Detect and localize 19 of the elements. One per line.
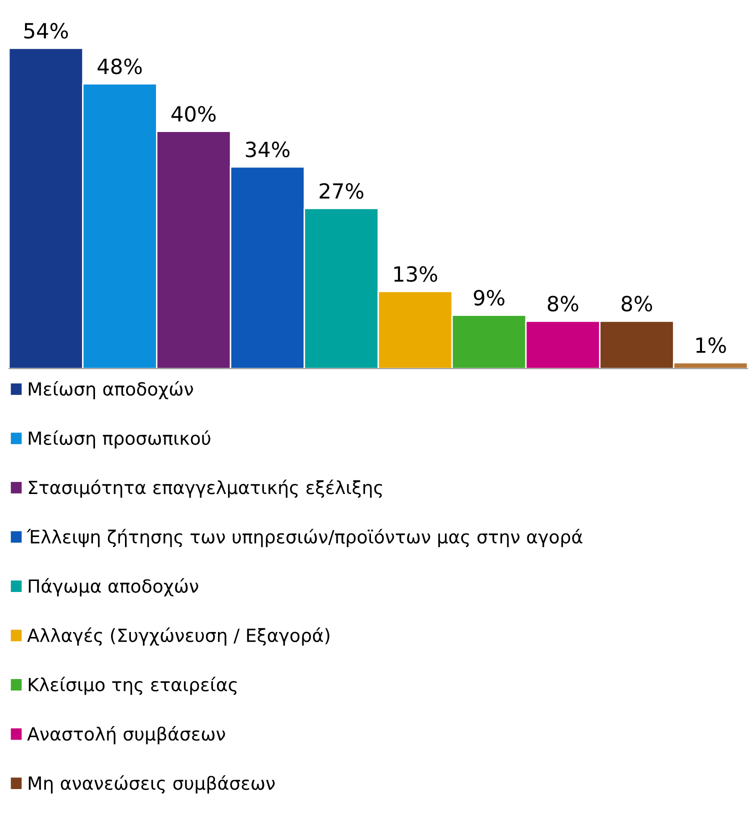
- legend-label: Μη ανανεώσεις συμβάσεων: [28, 775, 275, 794]
- data-label: 27%: [320, 183, 364, 199]
- data-label: 8%: [622, 296, 652, 312]
- legend-label: Έλλειψη ζήτησης των υπηρεσιών/προϊόντων μας στην αγορά: [26, 528, 582, 548]
- legend-label: Κλείσιμο της εταιρείας: [28, 676, 237, 695]
- data-label: 13%: [394, 266, 438, 282]
- data-label: 9%: [474, 290, 504, 306]
- data-label: 8%: [548, 296, 578, 312]
- legend-label: Πάγωμα αποδοχών: [28, 578, 198, 596]
- legend-label: Αλλαγές (Συγχώνευση / Εξαγορά): [27, 627, 330, 646]
- legend-label: Μείωση προσωπικού: [28, 430, 210, 449]
- legend-label: Στασιμότητα επαγγελματικής εξέλιξης: [28, 480, 382, 498]
- legend-label: Αναστολή συμβάσεων: [27, 726, 226, 744]
- data-label: 40%: [171, 106, 216, 122]
- data-label: 48%: [98, 58, 142, 74]
- data-label: 1%: [696, 337, 726, 354]
- data-label: 34%: [246, 142, 290, 158]
- data-label: 54%: [24, 22, 68, 39]
- legend-label: Μείωση αποδοχών: [28, 381, 193, 400]
